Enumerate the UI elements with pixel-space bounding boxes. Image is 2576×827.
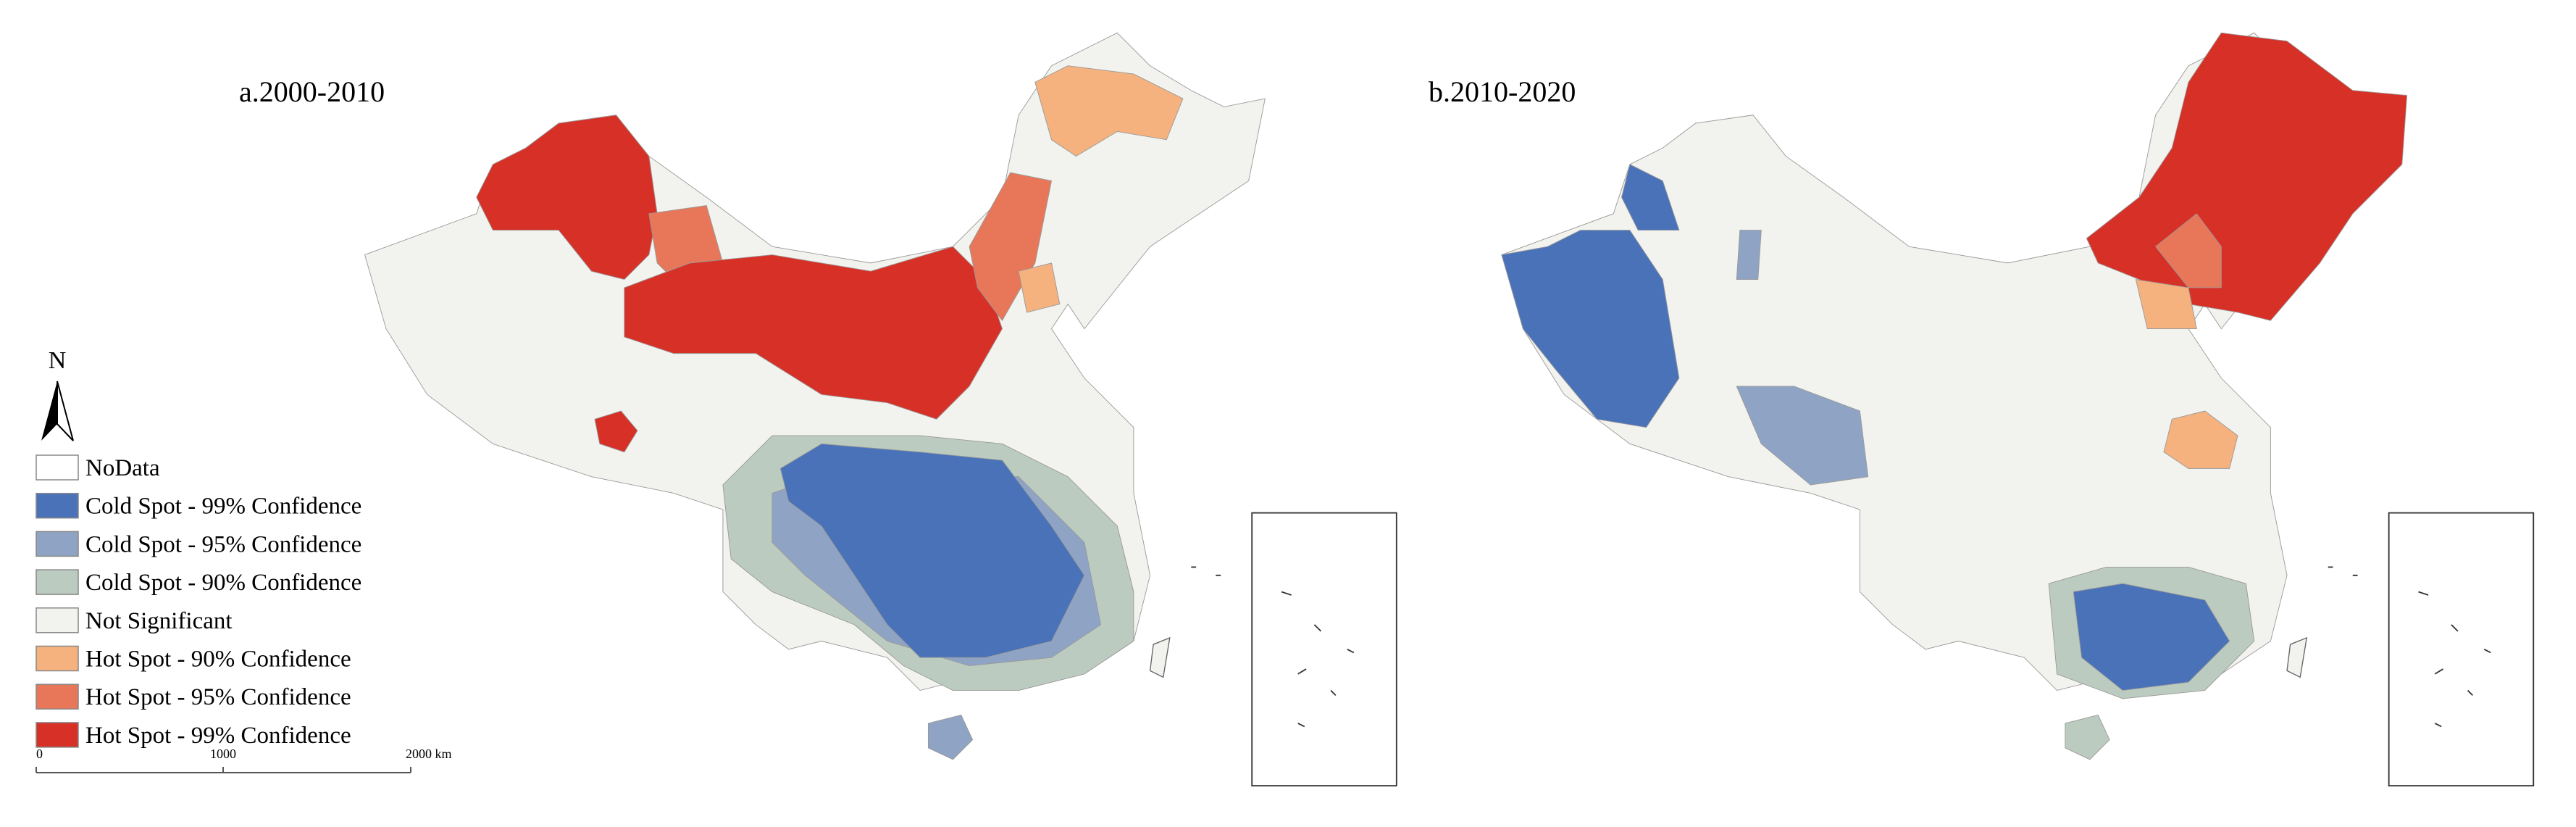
- region: [2135, 279, 2197, 330]
- north-arrow: N: [41, 347, 74, 441]
- panel-title: a.2000-2010: [239, 75, 385, 108]
- legend-swatch: [35, 569, 79, 595]
- region: [594, 410, 638, 453]
- legend-label: Cold Spot - 90% Confidence: [85, 570, 361, 596]
- region: [624, 246, 1003, 420]
- region: [1018, 262, 1061, 313]
- scale-label: 2000 km: [406, 747, 452, 761]
- region: [2065, 715, 2110, 760]
- legend-label: Hot Spot - 99% Confidence: [85, 723, 351, 749]
- legend-swatch: [35, 645, 79, 672]
- scale-bar: 0 1000 2000 km: [35, 747, 452, 773]
- region: [1621, 164, 1680, 230]
- region: [1501, 230, 1680, 428]
- north-label: N: [49, 347, 67, 374]
- legend-swatch: [35, 531, 79, 557]
- legend-swatch: [35, 454, 79, 481]
- legend-label: Cold Spot - 99% Confidence: [85, 494, 361, 520]
- map-a: [364, 32, 1397, 787]
- region: [2163, 410, 2238, 469]
- region: [1034, 65, 1184, 157]
- region: [2086, 32, 2408, 321]
- region: [2154, 213, 2222, 288]
- legend-swatch: [35, 492, 79, 519]
- region: [1736, 386, 1869, 486]
- legend: NoData Cold Spot - 99% Confidence Cold Spo…: [35, 454, 361, 749]
- maps: [364, 32, 2535, 787]
- region: [2073, 583, 2230, 691]
- region: [1736, 230, 1762, 280]
- region: [927, 715, 974, 760]
- legend-label: NoData: [85, 455, 160, 481]
- region: [969, 172, 1053, 322]
- legend-label: Cold Spot - 95% Confidence: [85, 531, 361, 557]
- legend-label: Hot Spot - 95% Confidence: [85, 684, 351, 710]
- scale-label: 0: [36, 747, 43, 761]
- legend-swatch: [35, 722, 79, 748]
- map-b: [1501, 32, 2535, 787]
- region: [779, 443, 1085, 658]
- legend-label: Hot Spot - 90% Confidence: [85, 647, 351, 673]
- legend-swatch: [35, 607, 79, 633]
- scale-label: 1000: [210, 747, 236, 761]
- panel-title: b.2010-2020: [1429, 75, 1576, 108]
- legend-label: Not Significant: [85, 608, 233, 634]
- legend-swatch: [35, 683, 79, 710]
